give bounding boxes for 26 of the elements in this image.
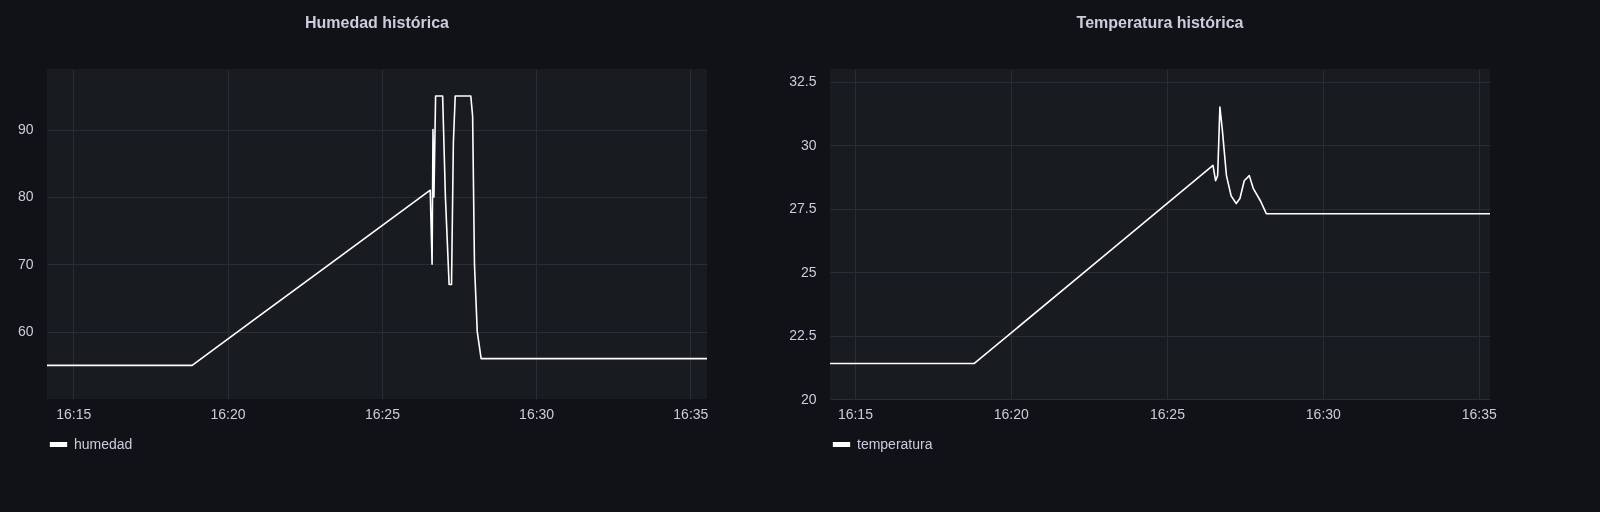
line-series [829,106,1491,365]
y-tick-label: 80 [17,188,34,205]
legend-label: temperatura [857,435,933,452]
y-tick-label: 25 [800,263,817,280]
x-tick-label: 16:15 [837,405,874,422]
chart-title: Humedad histórica [304,14,450,31]
x-tick-label: 16:30 [519,405,555,422]
y-tick-label: 30 [800,136,817,153]
y-tick-label: 32.5 [789,73,817,90]
y-tick-label: 70 [17,255,34,272]
x-tick-label: 16:25 [364,405,401,422]
x-tick-label: 16:30 [1305,405,1342,422]
y-tick-label: 20 [800,390,817,407]
chart-title: Temperatura histórica [1076,14,1244,31]
x-tick-label: 16:20 [993,405,1030,422]
y-tick-label: 27.5 [789,200,817,217]
x-tick-label: 16:35 [673,405,709,422]
y-tick-label: 60 [17,323,34,340]
line-series [46,95,708,367]
x-tick-label: 16:15 [56,405,92,422]
x-tick-label: 16:35 [1461,405,1497,422]
y-tick-label: 22.5 [789,327,817,344]
y-tick-label: 90 [17,121,34,138]
legend-label: humedad [74,435,133,452]
x-tick-label: 16:20 [210,405,246,422]
x-tick-label: 16:25 [1149,405,1186,422]
